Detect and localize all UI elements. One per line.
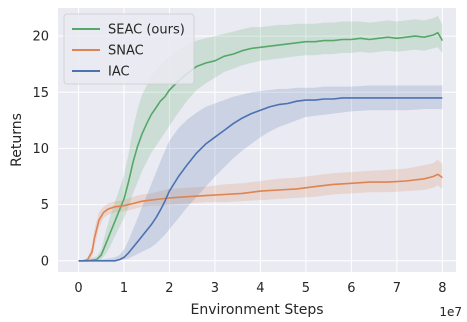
x-axis-ticks: 0 1 2 3 4 5 6 7 8: [74, 281, 446, 296]
x-tick-label: 4: [256, 281, 264, 296]
y-tick-label: 0: [41, 254, 49, 269]
legend-box: [63, 13, 195, 85]
x-tick-label: 6: [347, 281, 355, 296]
y-tick-label: 15: [32, 86, 49, 101]
x-tick-label: 5: [302, 281, 310, 296]
y-axis-label: Returns: [9, 113, 25, 167]
x-tick-label: 1: [120, 281, 128, 296]
x-tick-label: 0: [74, 281, 82, 296]
y-tick-label: 5: [41, 198, 49, 213]
legend: SEAC (ours) SNAC IAC: [63, 13, 195, 85]
legend-label-snac: SNAC: [108, 44, 144, 59]
y-axis-ticks: 0 5 10 15 20: [32, 30, 49, 270]
x-tick-label: 7: [393, 281, 401, 296]
legend-label-iac: IAC: [108, 65, 130, 80]
series-lines: [78, 31, 444, 262]
y-tick-label: 10: [32, 142, 49, 157]
x-axis-label: Environment Steps: [190, 302, 323, 318]
x-axis-multiplier: 1e7: [439, 305, 462, 319]
seac-ours-line: [78, 31, 444, 262]
x-tick-label: 2: [165, 281, 173, 296]
x-tick-label: 8: [438, 281, 446, 296]
legend-label-seac-ours: SEAC (ours): [108, 23, 185, 38]
snac-band: [78, 159, 443, 261]
y-tick-label: 20: [32, 30, 49, 45]
iac-band: [78, 85, 443, 261]
x-tick-label: 3: [211, 281, 219, 296]
iac-line: [78, 97, 443, 262]
snac-line: [78, 173, 443, 262]
